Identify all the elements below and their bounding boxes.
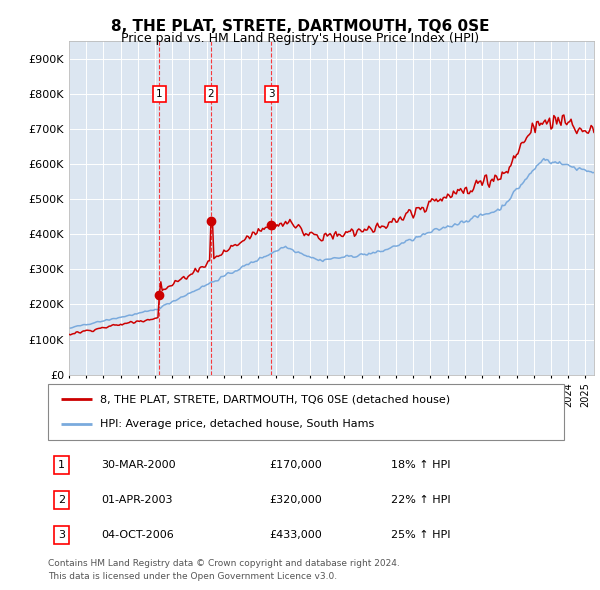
Text: 18% ↑ HPI: 18% ↑ HPI bbox=[391, 460, 451, 470]
Text: 8, THE PLAT, STRETE, DARTMOUTH, TQ6 0SE: 8, THE PLAT, STRETE, DARTMOUTH, TQ6 0SE bbox=[111, 19, 489, 34]
Text: Contains HM Land Registry data © Crown copyright and database right 2024.: Contains HM Land Registry data © Crown c… bbox=[48, 559, 400, 568]
Text: 2: 2 bbox=[208, 89, 214, 99]
Text: 3: 3 bbox=[268, 89, 275, 99]
Text: £433,000: £433,000 bbox=[270, 530, 323, 540]
Text: 3: 3 bbox=[58, 530, 65, 540]
Text: 22% ↑ HPI: 22% ↑ HPI bbox=[391, 495, 451, 505]
Text: 01-APR-2003: 01-APR-2003 bbox=[101, 495, 172, 505]
FancyBboxPatch shape bbox=[48, 384, 564, 440]
Text: Price paid vs. HM Land Registry's House Price Index (HPI): Price paid vs. HM Land Registry's House … bbox=[121, 32, 479, 45]
Text: 8, THE PLAT, STRETE, DARTMOUTH, TQ6 0SE (detached house): 8, THE PLAT, STRETE, DARTMOUTH, TQ6 0SE … bbox=[100, 394, 450, 404]
Text: 25% ↑ HPI: 25% ↑ HPI bbox=[391, 530, 451, 540]
Text: 1: 1 bbox=[58, 460, 65, 470]
Text: £320,000: £320,000 bbox=[270, 495, 323, 505]
Text: 1: 1 bbox=[156, 89, 163, 99]
Text: 30-MAR-2000: 30-MAR-2000 bbox=[101, 460, 175, 470]
Text: 04-OCT-2006: 04-OCT-2006 bbox=[101, 530, 173, 540]
Text: This data is licensed under the Open Government Licence v3.0.: This data is licensed under the Open Gov… bbox=[48, 572, 337, 581]
Text: £170,000: £170,000 bbox=[270, 460, 323, 470]
Text: HPI: Average price, detached house, South Hams: HPI: Average price, detached house, Sout… bbox=[100, 419, 374, 429]
Text: 2: 2 bbox=[58, 495, 65, 505]
